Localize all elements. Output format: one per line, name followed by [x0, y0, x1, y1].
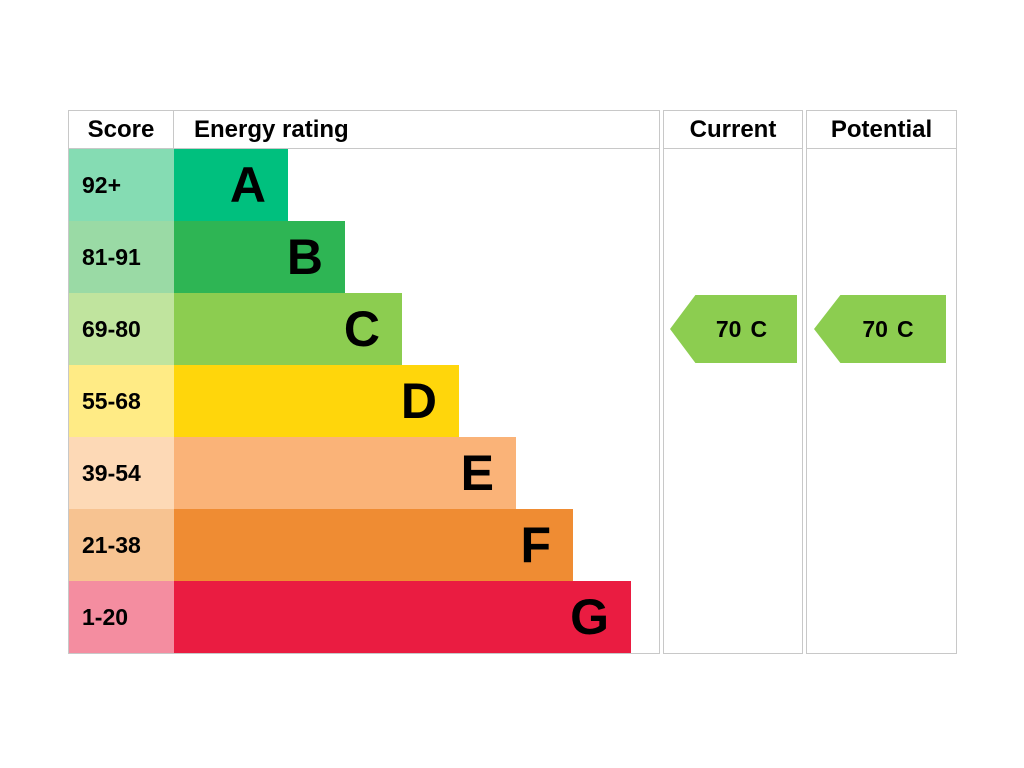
rating-letter-g: G [570, 589, 609, 645]
rating-bar-d: D [174, 365, 459, 437]
current-column-header: Current [664, 111, 802, 149]
score-range-g: 1-20 [69, 581, 174, 653]
energy-rating-column-header: Energy rating [194, 115, 349, 143]
band-row-e: 39-54 E [69, 437, 659, 509]
score-range-e: 39-54 [69, 437, 174, 509]
current-rating-arrow: 70 C [670, 295, 797, 363]
potential-rating-letter: C [896, 315, 914, 342]
rating-bar-f: F [174, 509, 573, 581]
current-rating-panel: Current 70 C [663, 110, 803, 654]
score-range-d: 55-68 [69, 365, 174, 437]
band-row-d: 55-68 D [69, 365, 659, 437]
rating-table-panel: Score Energy rating 92+ A 81-91 B 69-80 … [68, 110, 660, 654]
rating-letter-b: B [286, 229, 323, 285]
band-row-a: 92+ A [69, 149, 659, 221]
rating-bar-a: A [174, 149, 288, 221]
rating-bar-b: B [174, 221, 345, 293]
current-rating-letter: C [750, 315, 768, 342]
rating-bar-g: G [174, 581, 631, 653]
potential-rating-value: 70 [862, 315, 888, 342]
rating-letter-d: D [400, 373, 437, 429]
potential-column-body: 70 C [807, 149, 956, 653]
band-row-f: 21-38 F [69, 509, 659, 581]
potential-column-header: Potential [807, 111, 956, 149]
potential-rating-arrow: 70 C [814, 295, 946, 363]
current-column-body: 70 C [664, 149, 802, 653]
band-row-g: 1-20 G [69, 581, 659, 653]
rating-bar-c: C [174, 293, 402, 365]
current-rating-value: 70 [715, 315, 742, 342]
score-range-f: 21-38 [69, 509, 174, 581]
score-range-b: 81-91 [69, 221, 174, 293]
band-row-b: 81-91 B [69, 221, 659, 293]
rating-letter-f: F [520, 517, 551, 573]
score-range-c: 69-80 [69, 293, 174, 365]
band-row-c: 69-80 C [69, 293, 659, 365]
potential-rating-panel: Potential 70 C [806, 110, 957, 654]
score-column-header: Score [69, 111, 174, 148]
epc-energy-rating-chart: Score Energy rating 92+ A 81-91 B 69-80 … [68, 110, 957, 654]
rating-bands-body: 92+ A 81-91 B 69-80 C 55-68 [69, 149, 659, 653]
rating-letter-e: E [460, 445, 494, 501]
score-range-a: 92+ [69, 149, 174, 221]
rating-bar-e: E [174, 437, 516, 509]
rating-letter-c: C [343, 301, 380, 357]
rating-letter-a: A [229, 157, 266, 213]
rating-table-header: Score Energy rating [69, 111, 659, 149]
